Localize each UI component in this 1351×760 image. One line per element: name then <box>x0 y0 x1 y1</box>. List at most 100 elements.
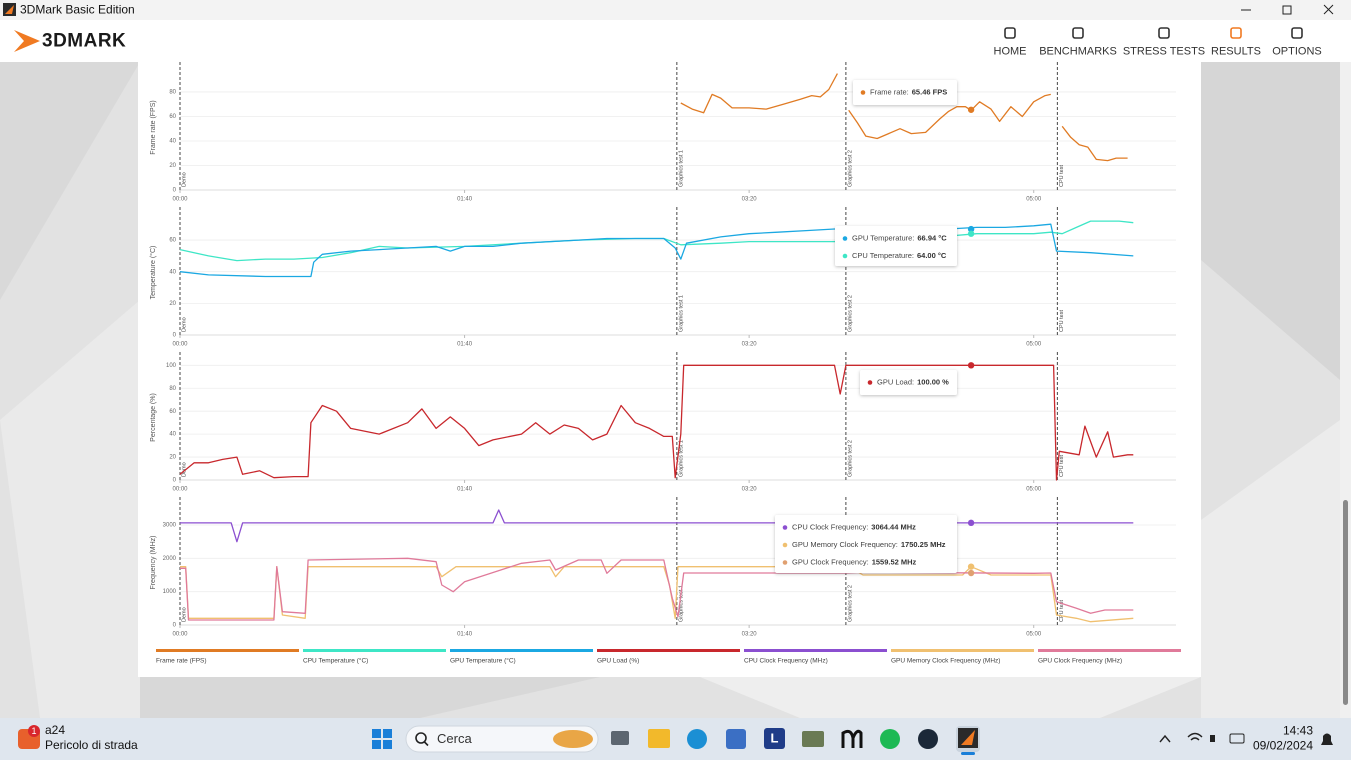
tooltip: CPU Clock Frequency: 3064.44 MHz GPU Memor… <box>775 515 957 573</box>
start-tile <box>383 729 392 738</box>
y-tick-label: 0 <box>173 478 177 484</box>
bg-shape <box>700 677 1201 718</box>
y-tick-label: 0 <box>173 333 177 339</box>
y-tick-label: 80 <box>169 90 176 96</box>
logo-text[interactable]: 3DMARK <box>42 31 126 52</box>
tooltip-value: 3064.44 MHz <box>871 522 916 531</box>
explorer-icon[interactable] <box>648 729 670 748</box>
hover-point <box>967 519 975 527</box>
legend-item[interactable]: CPU Temperature (°C) <box>303 649 446 665</box>
tooltip-dot <box>842 236 848 241</box>
y-tick-label: 20 <box>169 301 176 307</box>
nav-icon[interactable] <box>1291 27 1303 39</box>
tooltip: GPU Load: 100.00 % <box>860 370 957 395</box>
tooltip-label: GPU Temperature: <box>852 233 914 242</box>
tooltip-value: 66.94 °C <box>917 233 947 242</box>
steam-icon[interactable] <box>918 729 938 749</box>
tooltip-box <box>853 80 957 105</box>
nav-icon[interactable] <box>1158 27 1170 39</box>
battery-icon[interactable] <box>1229 733 1245 744</box>
nav: HOME BENCHMARKS STRESS TESTS RESULTS OPTIONS <box>994 27 1322 57</box>
nav-item[interactable]: BENCHMARKS <box>1039 45 1117 57</box>
nav-icon[interactable] <box>1004 27 1016 39</box>
legend-item[interactable]: GPU Memory Clock Frequency (MHz) <box>891 649 1034 665</box>
legend-item[interactable]: CPU Clock Frequency (MHz) <box>744 649 887 665</box>
test-marker-label: CPU test <box>1059 455 1065 477</box>
legend-item[interactable]: Frame rate (FPS) <box>156 649 299 665</box>
store-icon[interactable] <box>726 729 746 749</box>
legend-swatch <box>744 649 887 652</box>
search-text[interactable]: Cerca <box>437 731 472 746</box>
chart-panel: 0 1000 2000 3000 00:00 01:40 03:20 05:00 Frequen… <box>150 497 1176 638</box>
y-axis-label: Percentage (%) <box>150 393 157 442</box>
spotify-icon[interactable] <box>880 729 900 749</box>
notification-subtitle[interactable]: Pericolo di strada <box>45 738 138 752</box>
legend-swatch <box>156 649 299 652</box>
start-tile <box>372 740 381 749</box>
app-icon-l[interactable] <box>764 728 785 749</box>
bg-shape <box>1201 420 1340 718</box>
nav-item[interactable]: OPTIONS <box>1272 45 1322 57</box>
threedmark-icon-mark <box>961 730 975 745</box>
series-line <box>179 220 1134 262</box>
notification-bell[interactable] <box>1321 733 1333 746</box>
edge-icon[interactable] <box>687 729 707 749</box>
nav-item[interactable]: STRESS TESTS <box>1123 45 1205 57</box>
tooltip-box <box>835 226 957 266</box>
x-tick-label: 03:20 <box>742 632 758 638</box>
taskview-icon[interactable] <box>611 731 629 745</box>
badge <box>28 725 40 737</box>
start-tile <box>372 729 381 738</box>
tooltip-text: Frame rate: 65.46 FPS <box>870 87 947 96</box>
app-header <box>0 20 1351 62</box>
tooltip-dot <box>782 525 788 530</box>
wifi-icon[interactable] <box>1187 732 1203 741</box>
legend-swatch <box>303 649 446 652</box>
legend: Frame rate (FPS) CPU Temperature (°C) GPU … <box>156 649 1181 665</box>
clock-time[interactable]: 14:43 <box>1283 724 1313 738</box>
nav-item[interactable]: RESULTS <box>1211 45 1261 57</box>
x-tick-label: 01:40 <box>457 487 473 493</box>
nav-item[interactable]: HOME <box>994 45 1027 57</box>
search-box[interactable] <box>405 725 599 753</box>
clock-date[interactable]: 09/02/2024 <box>1253 739 1313 753</box>
y-tick-label: 60 <box>169 238 176 244</box>
legend-item[interactable]: GPU Load (%) <box>597 649 740 665</box>
x-tick-label: 00:00 <box>172 632 188 638</box>
app-icon-n[interactable] <box>841 729 863 748</box>
test-marker-label: Graphics test 2 <box>847 150 853 187</box>
scrollbar[interactable] <box>1340 62 1351 718</box>
series-line <box>680 73 1128 162</box>
series-line <box>180 509 1134 543</box>
legend-label: GPU Temperature (°C) <box>450 657 516 665</box>
x-tick-label: 00:00 <box>172 197 188 203</box>
y-tick-label: 2000 <box>163 556 177 562</box>
x-tick-label: 05:00 <box>1026 342 1042 348</box>
start-button[interactable] <box>372 729 392 749</box>
test-marker-label: Graphics test 1 <box>678 150 684 187</box>
series-line <box>179 223 1134 278</box>
app-icon[interactable] <box>802 731 824 747</box>
legend-swatch <box>597 649 740 652</box>
volume-icon[interactable] <box>1210 735 1215 742</box>
scrollbar-thumb[interactable] <box>1343 500 1348 705</box>
close-button[interactable] <box>1323 4 1334 15</box>
search-icon <box>415 732 427 744</box>
nav-icon[interactable] <box>1072 27 1084 39</box>
logo-mark[interactable] <box>14 30 40 52</box>
tooltip-text: GPU Clock Frequency: 1559.52 MHz <box>792 557 917 566</box>
nav-icon[interactable] <box>1230 27 1242 39</box>
legend-swatch <box>891 649 1034 652</box>
chart-panel: 0 20 40 60 80 100 00:00 01:40 03:20 05:00 Percenta… <box>150 352 1176 493</box>
tooltip-label: GPU Load: <box>877 377 914 386</box>
tray-chevron[interactable] <box>1159 734 1171 743</box>
legend-item[interactable]: GPU Temperature (°C) <box>450 649 593 665</box>
test-marker-label: Graphics test 1 <box>678 585 684 622</box>
x-tick-label: 00:00 <box>172 487 188 493</box>
notification-title[interactable]: a24 <box>45 723 65 737</box>
y-axis-label: Temperature (°C) <box>149 246 157 300</box>
maximize-button[interactable] <box>1282 5 1292 15</box>
hover-point <box>967 230 975 237</box>
legend-item[interactable]: GPU Clock Frequency (MHz) <box>1038 649 1181 665</box>
